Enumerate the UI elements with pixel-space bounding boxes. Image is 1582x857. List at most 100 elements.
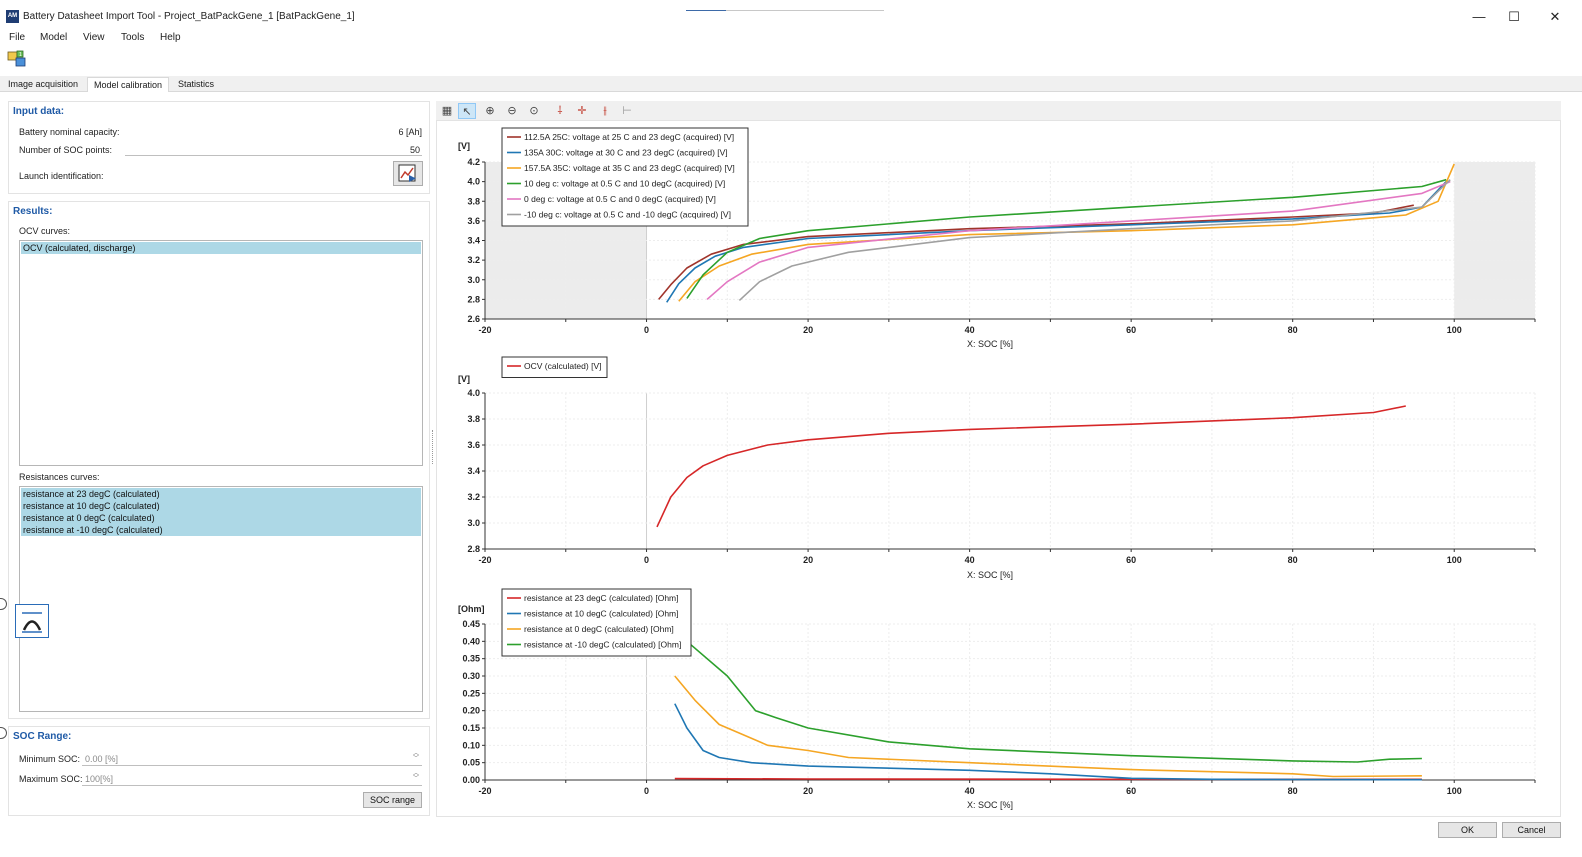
tab-model-calibration[interactable]: Model calibration [87,77,170,92]
crosshair-icon[interactable]: ✛ [577,105,587,117]
y-tick-label: 3.0 [467,518,480,528]
tab-image-acquisition[interactable]: Image acquisition [8,79,79,89]
legend-entry: 135A 30C: voltage at 30 C and 23 degC (a… [524,148,728,158]
series-line [674,675,1422,778]
series-line [686,640,1422,763]
y-tick-label: 0.30 [462,671,480,681]
y-tick-label: 3.2 [467,255,480,265]
x-tick-label: 0 [644,786,649,796]
menu-file[interactable]: File [9,32,26,43]
x-tick-label: 80 [1288,325,1298,335]
min-soc-input[interactable]: 0.00 [%] [85,754,119,764]
list-item[interactable]: resistance at 23 degC (calculated) [21,488,421,500]
x-tick-label: 100 [1447,325,1462,335]
x-tick-label: 0 [644,325,649,335]
x-axis-label: X: SOC [%] [967,339,1013,349]
y-axis-label: [V] [458,374,470,384]
close-button[interactable]: ✕ [1549,9,1561,24]
project-tree-icon[interactable]: 1 [7,50,27,68]
series-line [686,178,1447,299]
maximize-button[interactable]: ☐ [1508,9,1520,24]
x-tick-label: 40 [965,555,975,565]
y-tick-label: 4.0 [467,388,480,398]
voltage-chart[interactable]: -20 0 20 40 60 80 100 2.6 2.8 3.0 3.2 3.4 3.6 3.8 4.0 4… [436,124,1561,352]
ocv-curves-list[interactable]: OCV (calculated, discharge) [19,240,423,466]
legend-entry: OCV (calculated) [V] [524,361,601,371]
double-cursor-icon[interactable]: ⫲ [603,105,607,117]
series-line [658,204,1414,300]
x-tick-label: 100 [1447,786,1462,796]
minimize-button[interactable]: — [1472,9,1486,24]
legend-entry: 112.5A 25C: voltage at 25 C and 23 degC … [524,132,734,142]
y-tick-label: 0.00 [462,775,480,785]
menu-model[interactable]: Model [40,32,68,43]
panel-collapse-handle[interactable] [0,598,7,610]
series-line [656,405,1406,528]
x-tick-label: 0 [644,555,649,565]
x-tick-label: -20 [478,555,491,565]
title-bar [0,0,1582,32]
table-icon[interactable]: ▦ [441,105,453,117]
resistance-chart[interactable]: -20 0 20 40 60 80 100 0.00 0.05 0.10 0.15 0.20 0.25 0… [436,585,1561,815]
soc-range-panel [8,726,430,816]
vertical-cursor-icon[interactable]: ⸸ [557,105,563,117]
y-tick-label: 3.4 [467,236,480,246]
max-soc-input[interactable]: 100[%] [85,774,114,784]
resistance-curves-label: Resistances curves: [19,472,100,482]
legend-box [501,588,692,657]
list-item[interactable]: resistance at 0 degC (calculated) [21,512,421,524]
y-tick-label: 0.45 [462,619,480,629]
panel-collapse-handle[interactable] [0,727,7,739]
min-soc-spinner[interactable]: ︿ ﹀ [412,751,419,762]
list-item[interactable]: resistance at -10 degC (calculated) [21,524,421,536]
launch-identification-button[interactable] [393,161,423,186]
menu-view[interactable]: View [83,32,105,43]
y-tick-label: 3.6 [467,440,480,450]
y-tick-label: 2.6 [467,314,480,324]
zoom-in-icon[interactable]: ⊕ [485,105,495,117]
soc-points-input[interactable]: 50 [409,145,420,155]
curve-editor-button[interactable] [15,604,49,638]
ocv-chart[interactable]: -20 0 20 40 60 80 100 2.8 3.0 3.2 3.4 3.6 3.8 4.0 [V] X… [436,355,1561,583]
series-line [678,163,1455,302]
x-tick-label: 20 [803,555,813,565]
menu-help[interactable]: Help [160,32,181,43]
app-icon: AM [6,10,19,23]
series-line [738,179,1451,301]
splitter-handle[interactable] [432,430,434,464]
soc-range-button[interactable]: SOC range [363,792,422,808]
tab-statistics[interactable]: Statistics [178,79,215,89]
y-tick-label: 2.8 [467,294,480,304]
zoom-out-icon[interactable]: ⊖ [507,105,517,117]
series-line [706,180,1451,301]
legend-entry: resistance at -10 degC (calculated) [Ohm… [524,640,681,650]
x-tick-label: -20 [478,325,491,335]
max-soc-spinner[interactable]: ︿ ﹀ [412,771,419,782]
y-tick-label: 3.8 [467,196,480,206]
x-axis-label: X: SOC [%] [967,570,1013,580]
min-soc-label: Minimum SOC: [19,754,81,764]
legend-entry: resistance at 10 degC (calculated) [Ohm] [524,609,679,619]
legend-entry: 0 deg c: voltage at 0.5 C and 0 degC (ac… [524,194,716,204]
capacity-value[interactable]: 6 [Ah] [398,127,422,137]
launch-label: Launch identification: [19,171,104,181]
zoom-reset-icon[interactable]: ⊙ [529,105,539,117]
min-soc-underline [82,765,422,766]
y-tick-label: 0.40 [462,636,480,646]
resistance-curves-list[interactable]: resistance at 23 degC (calculated) resis… [19,486,423,712]
list-item[interactable]: resistance at 10 degC (calculated) [21,500,421,512]
legend-entry: -10 deg c: voltage at 0.5 C and -10 degC… [524,210,731,220]
pointer-icon[interactable]: ↖ [458,103,476,119]
list-item[interactable]: OCV (calculated, discharge) [21,242,421,254]
title-progress-indicator [686,10,726,11]
title-progress-track [726,10,884,11]
marker-icon[interactable]: ⊢ [622,105,632,117]
y-tick-label: 0.25 [462,688,480,698]
y-tick-label: 3.2 [467,492,480,502]
legend-entry: 10 deg c: voltage at 0.5 C and 10 degC (… [524,179,725,189]
menu-tools[interactable]: Tools [121,32,145,43]
cancel-button[interactable]: Cancel [1502,822,1561,838]
y-tick-label: 2.8 [467,544,480,554]
ok-button[interactable]: OK [1438,822,1497,838]
legend-entry: resistance at 23 degC (calculated) [Ohm] [524,593,679,603]
